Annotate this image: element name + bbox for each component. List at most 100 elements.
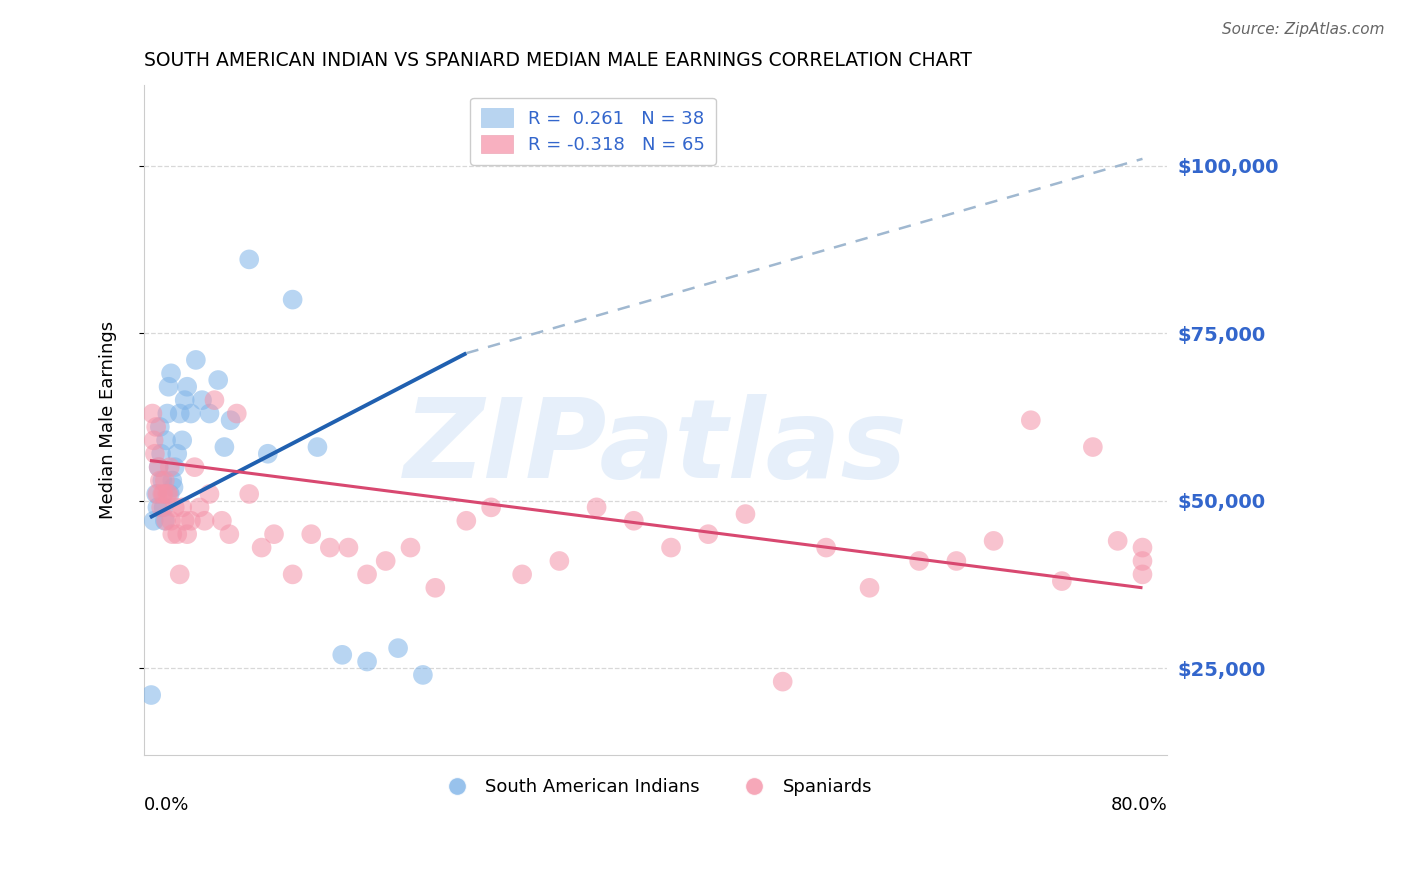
Point: [176, 527, 198, 541]
Point: [510, 567, 533, 582]
Point: [908, 554, 931, 568]
Point: [1019, 413, 1042, 427]
Point: [214, 440, 236, 454]
Point: [145, 420, 167, 434]
Point: [149, 420, 172, 434]
Point: [157, 380, 180, 394]
Point: [162, 474, 184, 488]
Point: [162, 527, 184, 541]
Point: [176, 380, 198, 394]
Point: [172, 434, 194, 448]
Point: [188, 500, 211, 515]
Point: [1132, 541, 1154, 555]
Point: [772, 674, 794, 689]
Point: [263, 527, 285, 541]
Point: [204, 393, 226, 408]
Point: [148, 460, 170, 475]
Point: [146, 487, 169, 501]
Legend: South American Indians, Spaniards: South American Indians, Spaniards: [432, 771, 880, 804]
Point: [169, 407, 191, 421]
Point: [169, 567, 191, 582]
Point: [697, 527, 720, 541]
Point: [1081, 440, 1104, 454]
Point: [191, 393, 214, 408]
Point: [548, 554, 571, 568]
Point: [152, 500, 174, 515]
Point: [307, 440, 329, 454]
Point: [198, 487, 221, 501]
Point: [356, 567, 378, 582]
Point: [162, 480, 184, 494]
Point: [238, 487, 260, 501]
Point: [374, 554, 396, 568]
Point: [146, 500, 169, 515]
Point: [983, 533, 1005, 548]
Point: [155, 514, 177, 528]
Point: [1132, 554, 1154, 568]
Point: [156, 487, 179, 501]
Point: [330, 648, 353, 662]
Point: [173, 393, 195, 408]
Point: [337, 541, 360, 555]
Point: [163, 460, 186, 475]
Point: [150, 447, 173, 461]
Point: [173, 514, 195, 528]
Point: [180, 514, 202, 528]
Point: [160, 514, 183, 528]
Point: [356, 655, 378, 669]
Point: [256, 447, 278, 461]
Point: [456, 514, 478, 528]
Point: [153, 514, 176, 528]
Point: [184, 352, 207, 367]
Point: [238, 252, 260, 267]
Point: [150, 474, 173, 488]
Point: [425, 581, 447, 595]
Point: [149, 474, 172, 488]
Point: [166, 527, 188, 541]
Point: [250, 541, 273, 555]
Point: [387, 641, 409, 656]
Point: [152, 487, 174, 501]
Text: 0.0%: 0.0%: [143, 796, 190, 814]
Point: [399, 541, 422, 555]
Point: [159, 487, 181, 501]
Point: [1132, 567, 1154, 582]
Point: [155, 434, 177, 448]
Point: [1107, 533, 1129, 548]
Point: [659, 541, 682, 555]
Point: [166, 447, 188, 461]
Point: [172, 500, 194, 515]
Point: [180, 407, 202, 421]
Text: Source: ZipAtlas.com: Source: ZipAtlas.com: [1222, 22, 1385, 37]
Point: [412, 668, 434, 682]
Point: [585, 500, 607, 515]
Point: [145, 487, 167, 501]
Point: [211, 514, 233, 528]
Point: [157, 487, 180, 501]
Point: [142, 434, 165, 448]
Point: [207, 373, 229, 387]
Point: [623, 514, 645, 528]
Point: [479, 500, 502, 515]
Point: [945, 554, 967, 568]
Point: [143, 447, 166, 461]
Point: [815, 541, 838, 555]
Point: [193, 514, 215, 528]
Point: [183, 460, 205, 475]
Point: [141, 688, 163, 702]
Point: [150, 487, 173, 501]
Point: [281, 567, 304, 582]
Point: [153, 474, 176, 488]
Text: SOUTH AMERICAN INDIAN VS SPANIARD MEDIAN MALE EARNINGS CORRELATION CHART: SOUTH AMERICAN INDIAN VS SPANIARD MEDIAN…: [143, 51, 972, 70]
Point: [858, 581, 880, 595]
Point: [319, 541, 342, 555]
Point: [734, 507, 756, 521]
Point: [148, 460, 170, 475]
Point: [219, 413, 242, 427]
Point: [156, 407, 179, 421]
Point: [150, 500, 173, 515]
Point: [141, 407, 163, 421]
Text: ZIPatlas: ZIPatlas: [404, 393, 907, 500]
Point: [142, 514, 165, 528]
Point: [159, 460, 181, 475]
